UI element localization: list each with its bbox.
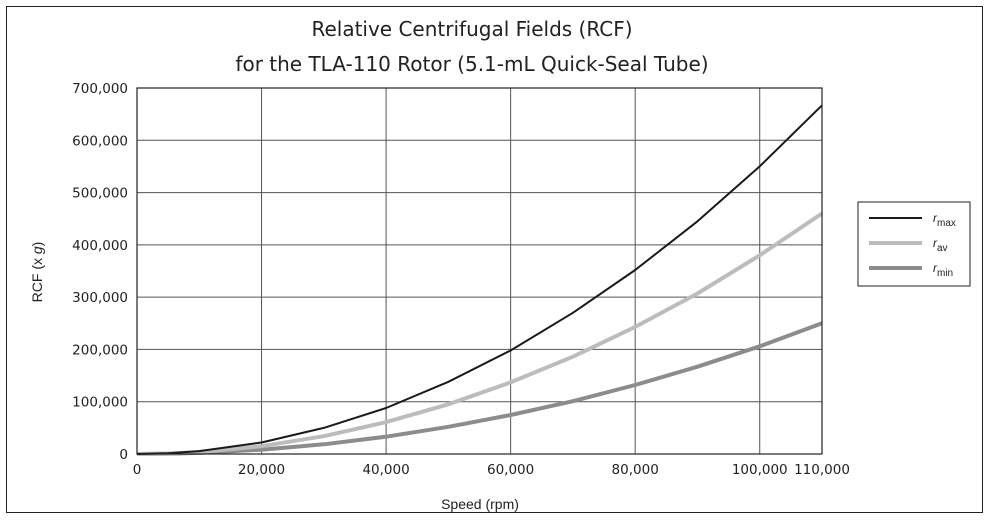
- y-tick-labels: 0 100,000 200,000 300,000 400,000 500,000 600,…: [72, 81, 128, 463]
- y-tick-label: 600,000: [72, 133, 128, 149]
- series-line-rmin: [136, 321, 823, 456]
- chart-title: Relative Centrifugal Fields (RCF): [311, 17, 632, 41]
- y-axis-label-prefix: RCF (x: [29, 254, 45, 302]
- y-tick-label: 0: [119, 447, 128, 463]
- y-tick-label: 500,000: [72, 186, 128, 202]
- x-tick-label: 60,000: [487, 462, 534, 478]
- legend-label-rmin: rmin: [933, 261, 953, 279]
- x-tick-label: 20,000: [238, 462, 285, 478]
- x-tick-labels: 0 20,000 40,000 60,000 80,000 100,000 110,000: [133, 462, 850, 478]
- legend-label-rmax: rmax: [933, 211, 956, 229]
- y-axis-label: RCF (x g): [29, 242, 45, 303]
- x-tick-label: 100,000: [732, 462, 788, 478]
- series-line-rav: [136, 211, 824, 456]
- chart-frame: [6, 6, 983, 513]
- x-tick-label: 0: [133, 462, 142, 478]
- chart-subtitle: for the TLA-110 Rotor (5.1-mL Quick-Seal…: [235, 52, 708, 76]
- y-tick-label: 400,000: [72, 238, 128, 254]
- x-tick-label: 40,000: [362, 462, 409, 478]
- grid: [137, 88, 822, 454]
- x-tick-label: 80,000: [612, 462, 659, 478]
- x-axis-label: Speed (rpm): [441, 496, 519, 512]
- y-axis-label-unit: g: [29, 246, 45, 254]
- series-lines: [136, 104, 824, 456]
- legend-label-rav: rav: [933, 236, 948, 254]
- y-tick-label: 300,000: [72, 290, 128, 306]
- y-tick-label: 200,000: [72, 342, 128, 358]
- y-tick-label: 100,000: [72, 395, 128, 411]
- legend: rmax rav rmin: [857, 201, 971, 287]
- plot-border: [136, 87, 823, 455]
- x-tick-label: 110,000: [794, 462, 850, 478]
- y-axis-label-suffix: ): [29, 242, 45, 247]
- series-line-rmax: [136, 104, 823, 455]
- y-tick-label: 700,000: [72, 81, 128, 97]
